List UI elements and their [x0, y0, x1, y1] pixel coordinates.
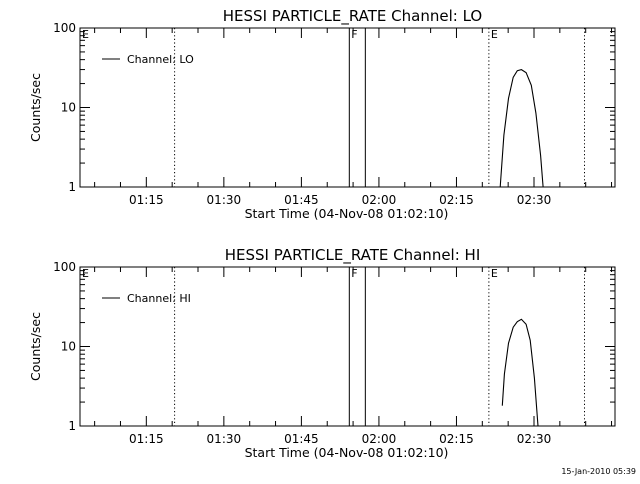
x-axis-label: Start Time (04-Nov-08 01:02:10) [245, 445, 449, 460]
x-tick-label: 02:00 [362, 193, 397, 207]
event-marker-label: F [351, 28, 357, 41]
x-tick-label: 01:30 [207, 193, 242, 207]
y-tick-label: 1 [68, 180, 76, 194]
event-marker-label: E [491, 267, 498, 280]
series-line [499, 69, 544, 188]
x-tick-label: 01:15 [129, 193, 164, 207]
event-marker-label: E [491, 28, 498, 41]
legend-entry: Channel: HI [127, 292, 191, 305]
y-axis-label: Counts/sec [28, 73, 43, 142]
x-tick-label: 02:15 [439, 432, 474, 446]
x-tick-label: 02:30 [517, 193, 552, 207]
x-tick-label: 01:30 [207, 432, 242, 446]
plot-frame [79, 266, 616, 427]
x-tick-label: 02:15 [439, 193, 474, 207]
event-marker-label: E [82, 28, 89, 41]
y-tick-label: 100 [53, 21, 76, 35]
event-marker-label: F [351, 267, 357, 280]
x-tick-label: 02:30 [517, 432, 552, 446]
legend-entry: Channel: LO [127, 53, 194, 66]
event-marker-label: E [82, 267, 89, 280]
chart-title: HESSI PARTICLE_RATE Channel: LO [223, 7, 482, 26]
y-tick-label: 10 [61, 340, 76, 354]
y-tick-label: 10 [61, 101, 76, 115]
x-tick-label: 01:45 [284, 193, 319, 207]
chart-title: HESSI PARTICLE_RATE Channel: HI [225, 246, 481, 265]
generation-timestamp: 15-Jan-2010 05:39 [561, 467, 636, 476]
y-axis-label: Counts/sec [28, 312, 43, 381]
chart-panel-2: HESSI PARTICLE_RATE Channel: HI 1 10 100 01:… [28, 246, 616, 460]
y-tick-label: 100 [53, 260, 76, 274]
series-line [501, 318, 539, 427]
y-tick-label: 1 [68, 419, 76, 433]
x-axis-label: Start Time (04-Nov-08 01:02:10) [245, 206, 449, 221]
x-tick-label: 01:15 [129, 432, 164, 446]
x-tick-label: 02:00 [362, 432, 397, 446]
x-tick-label: 01:45 [284, 432, 319, 446]
chart-panel-1: HESSI PARTICLE_RATE Channel: LO 1 10 100 01:… [28, 7, 616, 221]
